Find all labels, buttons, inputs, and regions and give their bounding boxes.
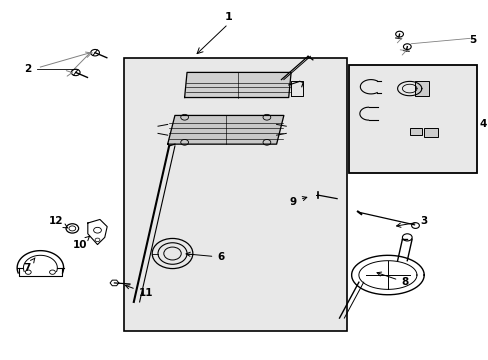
- Text: 11: 11: [125, 285, 153, 298]
- Text: 8: 8: [376, 272, 407, 287]
- Bar: [124, 58, 346, 330]
- Text: 1: 1: [224, 12, 232, 22]
- Polygon shape: [167, 116, 283, 144]
- Text: 12: 12: [49, 216, 67, 228]
- Text: 7: 7: [23, 258, 35, 273]
- Text: 9: 9: [289, 197, 306, 207]
- Text: 3: 3: [396, 216, 427, 227]
- Bar: [348, 65, 476, 173]
- Bar: [424, 128, 437, 137]
- Text: 10: 10: [73, 236, 89, 249]
- Bar: [414, 81, 428, 96]
- Text: 6: 6: [185, 252, 224, 262]
- Text: 5: 5: [468, 35, 475, 45]
- Text: 4: 4: [479, 120, 486, 129]
- Bar: [409, 128, 421, 135]
- Polygon shape: [184, 72, 290, 98]
- Text: 2: 2: [23, 64, 31, 74]
